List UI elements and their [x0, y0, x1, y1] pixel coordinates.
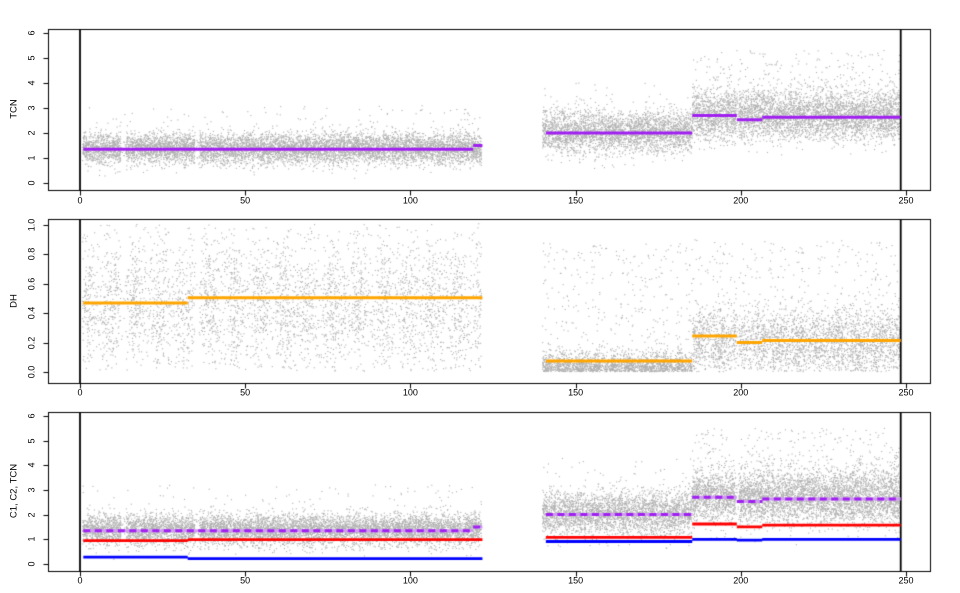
pscbs-tracks-figure: TCN DH C1, C2, TCN 0 50 100 150 200 250 0 1 2 3 4 5…	[0, 0, 960, 593]
plot-canvas	[0, 0, 960, 593]
